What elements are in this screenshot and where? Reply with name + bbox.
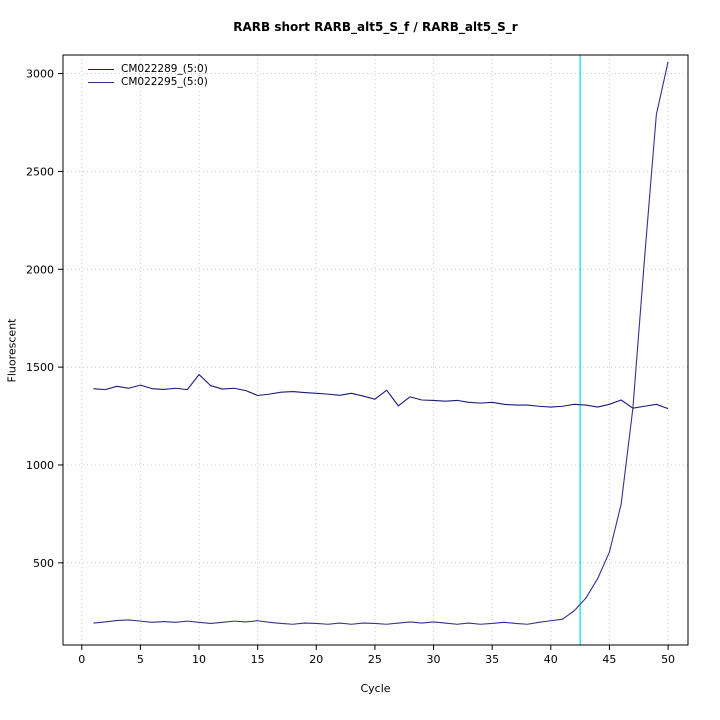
x-axis-label: Cycle xyxy=(360,682,391,695)
y-tick-label: 2000 xyxy=(26,263,54,276)
x-tick-label: 10 xyxy=(192,653,206,666)
y-tick-label: 500 xyxy=(33,557,54,570)
x-tick-label: 50 xyxy=(661,653,675,666)
x-tick-label: 5 xyxy=(137,653,144,666)
axis-ticks: 0 5 10 15 20 25 30 35 40 45 50 500 1000 1500 2000 2500 3… xyxy=(26,68,675,666)
x-tick-label: 45 xyxy=(602,653,616,666)
x-tick-label: 35 xyxy=(485,653,499,666)
y-tick-label: 3000 xyxy=(26,68,54,81)
plot-border xyxy=(62,54,689,646)
y-tick-label: 1000 xyxy=(26,459,54,472)
legend: CM022289_(5:0) CM022295_(5:0) xyxy=(88,63,208,89)
legend-line-swatch xyxy=(88,69,114,70)
x-tick-label: 30 xyxy=(427,653,441,666)
x-tick-label: 20 xyxy=(309,653,323,666)
x-tick-label: 40 xyxy=(544,653,558,666)
y-axis-label: Fluorescent xyxy=(5,318,19,383)
gridlines xyxy=(63,55,688,645)
chart-title: RARB short RARB_alt5_S_f / RARB_alt5_S_r xyxy=(233,20,518,34)
legend-item: CM022295_(5:0) xyxy=(88,76,208,89)
series-line-CM022289_(5:0) xyxy=(93,374,669,410)
legend-line-swatch xyxy=(88,82,114,83)
x-tick-label: 25 xyxy=(368,653,382,666)
x-tick-label: 0 xyxy=(78,653,85,666)
legend-item: CM022289_(5:0) xyxy=(88,63,208,76)
series-line-CM022295_(5:0) xyxy=(93,61,669,625)
y-tick-label: 1500 xyxy=(26,361,54,374)
y-tick-label: 2500 xyxy=(26,165,54,178)
legend-label: CM022289_(5:0) xyxy=(121,63,208,75)
x-tick-label: 15 xyxy=(251,653,265,666)
legend-label: CM022295_(5:0) xyxy=(121,76,208,88)
